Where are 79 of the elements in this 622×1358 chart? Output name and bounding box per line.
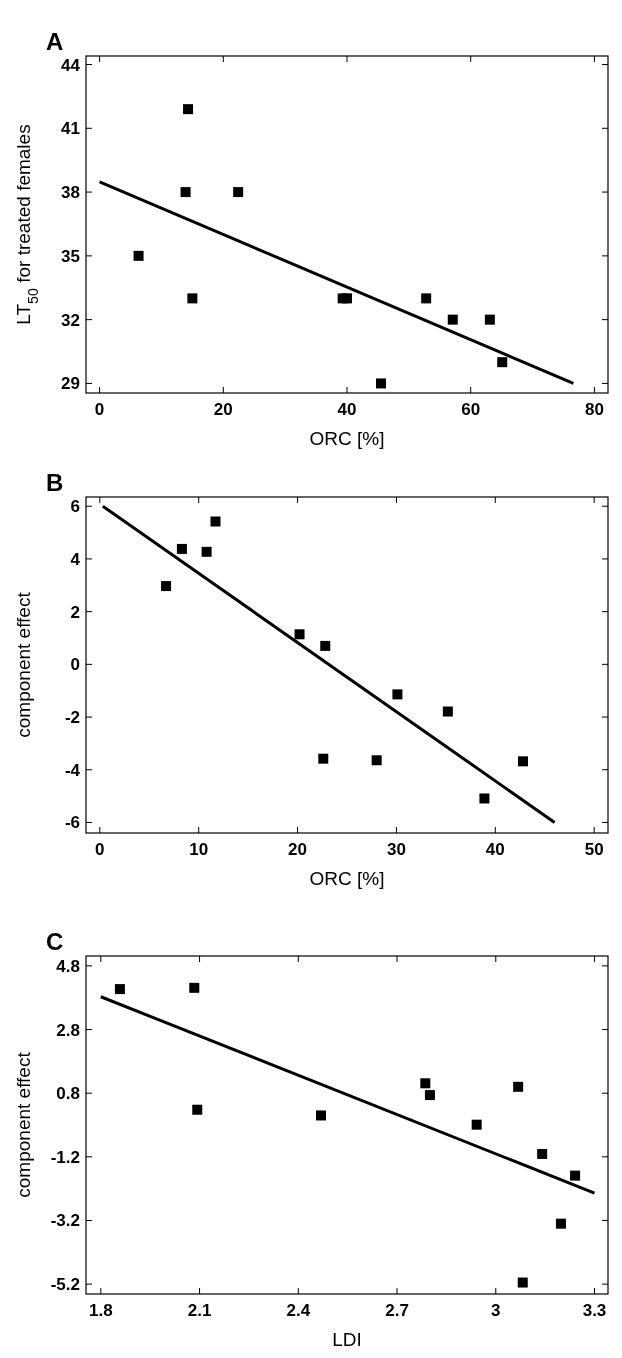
- point: [479, 793, 490, 804]
- x-tick-label: 20: [288, 840, 308, 859]
- x-tick-label: 40: [485, 840, 505, 859]
- point: [189, 982, 200, 993]
- x-axis-title: ORC [%]: [309, 868, 385, 889]
- point: [176, 543, 187, 554]
- point: [376, 378, 387, 389]
- y-tick-label: 4: [70, 549, 81, 569]
- x-tick-label: 10: [189, 840, 209, 859]
- x-tick-label: 2.1: [187, 1301, 212, 1320]
- chart-title: B: [46, 469, 64, 496]
- point: [201, 546, 212, 557]
- point: [192, 1104, 203, 1115]
- y-tick-label: 44: [61, 55, 81, 75]
- x-axis-title: ORC [%]: [309, 428, 385, 449]
- x-tick-label: 3: [491, 1301, 501, 1320]
- y-axis-title: component effect: [13, 1051, 34, 1198]
- x-tick-label: 2.7: [385, 1301, 409, 1320]
- x-tick-label: 3.3: [582, 1301, 607, 1320]
- y-tick-label: 32: [61, 310, 80, 330]
- x-tick-label: 50: [584, 840, 604, 859]
- point: [447, 314, 458, 325]
- point: [517, 1277, 528, 1288]
- x-axis-title: LDI: [332, 1329, 362, 1350]
- x-tick-label: 60: [461, 400, 481, 419]
- y-tick-label: 35: [61, 246, 80, 266]
- x-tick-label: 1.8: [88, 1301, 113, 1320]
- point: [513, 1081, 524, 1092]
- point: [497, 357, 508, 368]
- y-tick-label: 41: [61, 119, 80, 139]
- point: [180, 187, 191, 198]
- x-tick-label: 0: [95, 840, 105, 859]
- y-tick-label: 4.8: [56, 956, 80, 976]
- point: [420, 1078, 431, 1089]
- y-tick-label: 0: [70, 655, 80, 675]
- x-tick-label: 0: [94, 400, 105, 419]
- point: [133, 250, 144, 261]
- point: [187, 293, 198, 304]
- point: [484, 314, 495, 325]
- point: [537, 1148, 548, 1159]
- point: [294, 629, 305, 640]
- y-tick-label: -6: [64, 813, 80, 833]
- x-tick-label: 30: [386, 840, 406, 859]
- y-tick-label: -2: [64, 708, 80, 728]
- point: [316, 1110, 326, 1121]
- y-tick-label: 2.8: [56, 1020, 80, 1040]
- point: [233, 187, 244, 198]
- y-tick-label: 29: [61, 374, 80, 394]
- y-tick-label: 6: [70, 497, 80, 517]
- point: [555, 1218, 566, 1229]
- point: [318, 753, 329, 764]
- y-tick-label: -1.2: [50, 1147, 80, 1167]
- chart-title: A: [46, 28, 64, 55]
- point: [210, 516, 221, 527]
- y-tick-label: 0.8: [56, 1084, 80, 1104]
- point: [517, 756, 528, 767]
- y-tick-label: -3.2: [50, 1211, 80, 1231]
- y-tick-label: -4: [64, 760, 81, 780]
- point: [442, 706, 453, 717]
- point: [570, 1170, 581, 1181]
- y-axis-title: component effect: [13, 591, 34, 738]
- point: [371, 755, 382, 766]
- point: [392, 689, 403, 700]
- x-tick-label: 40: [337, 400, 357, 419]
- point: [424, 1090, 435, 1101]
- y-tick-label: 2: [70, 602, 80, 622]
- point: [114, 984, 125, 995]
- chart-title: C: [46, 928, 64, 955]
- point: [421, 293, 432, 304]
- x-tick-label: 20: [213, 400, 233, 419]
- point: [161, 581, 172, 592]
- y-tick-label: -5.2: [50, 1275, 80, 1295]
- point: [183, 104, 194, 115]
- point: [342, 293, 352, 304]
- point: [320, 640, 331, 651]
- x-tick-label: 80: [584, 400, 604, 419]
- x-tick-label: 2.4: [286, 1301, 311, 1320]
- point: [471, 1119, 482, 1130]
- y-tick-label: 38: [61, 183, 80, 203]
